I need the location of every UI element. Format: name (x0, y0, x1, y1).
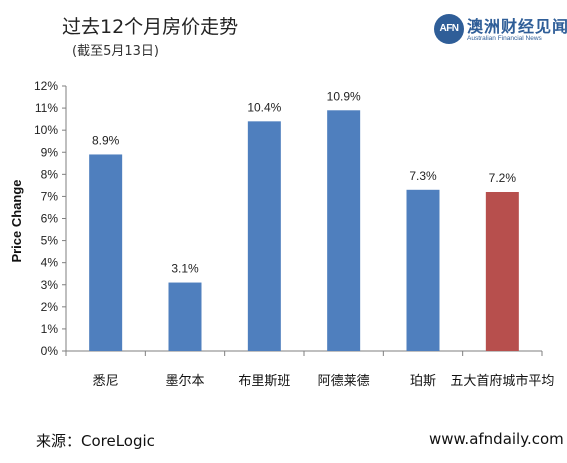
category-label: 悉尼 (93, 374, 119, 389)
category-label: 阿德莱德 (318, 374, 370, 389)
bar (485, 192, 519, 351)
y-tick-label: 10% (34, 123, 58, 137)
y-tick-label: 7% (41, 189, 59, 203)
logo-english-name: Australian Financial News (467, 35, 542, 42)
bar (168, 282, 202, 351)
data-label: 10.9% (327, 89, 361, 103)
y-tick-label: 12% (34, 79, 58, 93)
data-label: 7.3% (409, 169, 437, 183)
y-tick-label: 3% (41, 278, 59, 292)
y-tick-label: 4% (41, 256, 59, 270)
logo-chinese-name: 澳洲财经见闻 (467, 17, 567, 36)
chart-title: 过去12个月房价走势 (62, 16, 239, 38)
bar (406, 189, 440, 351)
y-tick-label: 11% (35, 101, 58, 115)
y-tick-label: 2% (41, 300, 59, 314)
category-label: 五大首府城市平均 (450, 373, 554, 389)
data-label: 8.9% (92, 133, 120, 147)
y-tick-label: 5% (41, 234, 59, 248)
bar (327, 110, 361, 352)
category-label: 珀斯 (410, 374, 436, 389)
logo-mark-icon: AFN (434, 14, 464, 44)
y-axis-label: Price Change (9, 179, 24, 262)
source-note: 来源：CoreLogic (36, 432, 155, 450)
y-tick-label: 6% (41, 212, 59, 226)
data-label: 7.2% (489, 171, 517, 185)
y-tick-label: 8% (41, 167, 59, 181)
y-tick-label: 1% (41, 322, 59, 336)
bar (89, 154, 123, 351)
website-url: www.afndaily.com (429, 430, 564, 448)
y-tick-label: 0% (41, 344, 59, 358)
y-tick-label: 9% (41, 145, 59, 159)
chart-subtitle: (截至5月13日) (72, 44, 159, 59)
data-label: 3.1% (171, 262, 199, 276)
bar (247, 121, 281, 351)
category-label: 墨尔本 (165, 374, 204, 389)
brand-logo: AFN 澳洲财经见闻 Australian Financial News (434, 14, 567, 48)
category-label: 布里斯班 (238, 374, 290, 389)
data-label: 10.4% (247, 100, 281, 114)
